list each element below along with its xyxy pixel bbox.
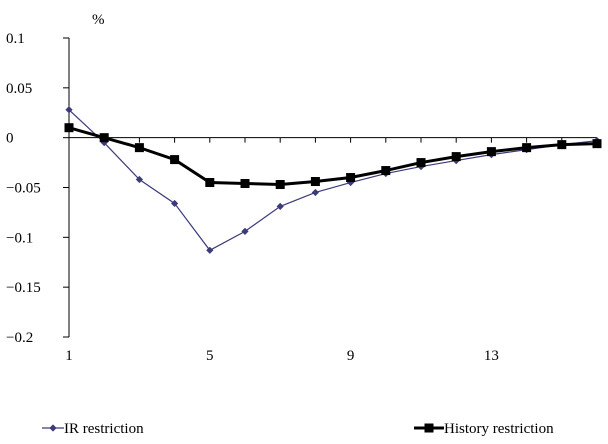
data-point bbox=[310, 177, 320, 187]
data-point bbox=[592, 139, 602, 149]
legend-marker bbox=[49, 424, 57, 432]
y-tick-label: −0.15 bbox=[6, 280, 41, 296]
data-point bbox=[206, 246, 214, 254]
y-unit-label: % bbox=[92, 12, 105, 28]
axes-layer: % 0.1 0.05 0 −0.05 −0.1 −0.15 −0.2 1 5 9 13 bbox=[6, 12, 598, 364]
y-tick-label: 0.1 bbox=[6, 31, 25, 47]
data-point bbox=[522, 143, 532, 153]
data-point bbox=[347, 178, 355, 187]
data-point bbox=[135, 175, 143, 184]
legend-marker bbox=[424, 423, 434, 433]
x-tick-label: 13 bbox=[484, 348, 499, 364]
legend-item: IR restriction bbox=[42, 421, 144, 437]
data-point bbox=[134, 143, 144, 153]
series-layer bbox=[64, 106, 602, 254]
data-point bbox=[557, 140, 567, 150]
y-tick-label: 0.05 bbox=[6, 81, 32, 97]
data-point bbox=[241, 227, 249, 235]
data-point bbox=[65, 106, 73, 114]
data-point bbox=[276, 202, 284, 211]
data-point bbox=[170, 155, 180, 165]
data-point bbox=[486, 147, 496, 157]
data-point bbox=[381, 166, 391, 176]
y-tick-label: −0.1 bbox=[6, 230, 33, 246]
series-line bbox=[68, 109, 598, 252]
legend-layer: IR restriction History restriction bbox=[42, 421, 554, 437]
data-point bbox=[64, 123, 74, 133]
y-tick-label: 0 bbox=[6, 131, 14, 147]
x-tick-label: 1 bbox=[65, 348, 73, 364]
data-point bbox=[99, 133, 109, 143]
legend-item: History restriction bbox=[414, 421, 554, 437]
legend-label: IR restriction bbox=[64, 421, 144, 437]
data-point bbox=[416, 158, 426, 168]
data-point bbox=[346, 173, 356, 183]
data-point bbox=[275, 180, 285, 190]
series-history-restriction bbox=[64, 123, 602, 190]
x-tick-label: 5 bbox=[206, 348, 214, 364]
y-tick-label: −0.2 bbox=[6, 330, 33, 346]
data-point bbox=[171, 199, 179, 208]
series-line bbox=[68, 126, 598, 187]
y-tick-label: −0.05 bbox=[6, 181, 41, 197]
data-point bbox=[311, 188, 319, 197]
data-point bbox=[451, 152, 461, 162]
legend-label: History restriction bbox=[444, 421, 554, 437]
x-tick-label: 9 bbox=[347, 348, 355, 364]
data-point bbox=[205, 178, 215, 188]
data-point bbox=[240, 179, 250, 189]
